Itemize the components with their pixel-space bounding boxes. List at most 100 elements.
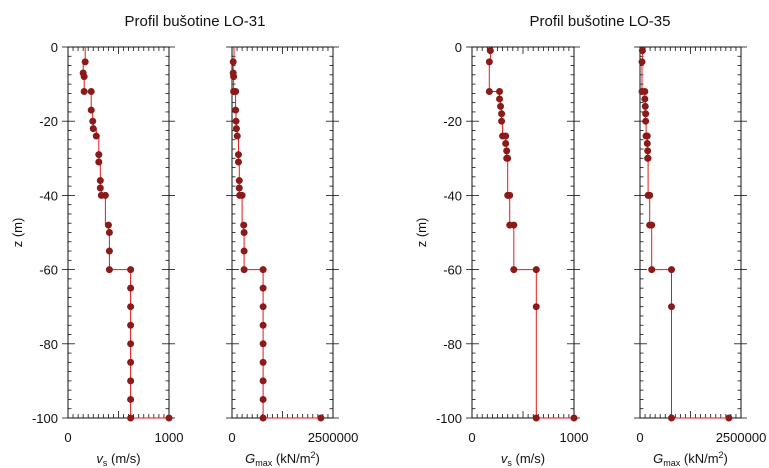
x-axis-label-unit: (m/s): [107, 451, 140, 466]
data-point: [101, 191, 109, 199]
series-line: [641, 47, 729, 419]
data-point: [127, 358, 135, 366]
data-point: [510, 221, 518, 229]
y-tick-label: -60: [39, 263, 58, 278]
x-axis-label-main: v: [501, 451, 509, 466]
x-axis-label-sub: max: [663, 458, 681, 468]
y-axis-label: z (m): [10, 218, 25, 248]
data-point: [644, 147, 652, 155]
y-tick-label: -80: [39, 337, 58, 352]
data-point: [232, 106, 240, 114]
x-axis-label: vs (m/s): [96, 451, 140, 468]
data-point: [668, 303, 676, 311]
data-point: [259, 358, 267, 366]
x-axis-label-sub: s: [507, 458, 512, 468]
data-point: [497, 102, 505, 110]
data-point: [259, 303, 267, 311]
x-axis-label: vs (m/s): [501, 451, 545, 468]
y-tick-label: -100: [32, 411, 58, 426]
x-axis-label-sup: 2: [311, 450, 316, 460]
x-tick-label: 0: [64, 430, 71, 445]
panel-2: 0 -20 -40 -60 -80 -100 z (m) 0 1000 vs (m/s): [414, 40, 588, 468]
chart-title-lo35: Profil bušotine LO-35: [530, 13, 671, 30]
data-point: [89, 117, 97, 125]
data-point: [504, 154, 512, 162]
data-point: [238, 191, 246, 199]
data-point: [105, 247, 113, 255]
data-point: [233, 132, 241, 140]
data-point: [643, 132, 651, 140]
data-point: [496, 95, 504, 103]
data-point: [259, 266, 267, 274]
data-point: [87, 88, 95, 96]
x-tick-label: 0: [468, 430, 475, 445]
data-point: [235, 184, 243, 192]
y-tick-label: -20: [443, 114, 462, 129]
data-point: [502, 139, 510, 147]
data-point: [229, 58, 237, 66]
data-point: [496, 88, 504, 96]
data-point: [317, 414, 325, 422]
data-point: [232, 117, 240, 125]
data-point: [127, 303, 135, 311]
data-point: [668, 414, 676, 422]
data-point: [240, 247, 248, 255]
data-point: [259, 321, 267, 329]
x-axis-label-main: G: [653, 451, 663, 466]
data-point: [127, 321, 135, 329]
data-point: [127, 284, 135, 292]
data-point: [646, 191, 654, 199]
data-point: [127, 414, 135, 422]
data-point: [240, 229, 248, 236]
data-point: [234, 158, 242, 166]
panel-0: 0 -20 -40 -60 -80 -100 z (m) 0 1000 vs (m/s): [10, 40, 183, 468]
y-axis-label: z (m): [414, 218, 429, 248]
data-point: [532, 303, 540, 311]
data-point: [725, 414, 733, 422]
data-point: [532, 266, 540, 274]
data-point: [638, 47, 646, 55]
data-point: [105, 229, 113, 236]
plot-frame: [67, 46, 170, 419]
x-axis-label-unit: (kN/m: [680, 451, 718, 466]
data-point: [127, 395, 135, 403]
data-point: [80, 73, 88, 81]
data-point: [486, 47, 494, 55]
data-point: [570, 414, 578, 422]
y-tick-label: -40: [39, 188, 58, 203]
data-point: [95, 151, 103, 159]
y-tick-label: -80: [443, 337, 462, 352]
panel-1: 0 2500000 Gmax (kN/m2): [226, 46, 358, 468]
x-axis-label-sub: s: [103, 458, 108, 468]
data-point: [87, 106, 95, 114]
data-point: [259, 340, 267, 348]
x-tick-label: 0: [636, 430, 643, 445]
data-point: [234, 151, 242, 159]
data-point: [485, 88, 493, 96]
data-point: [506, 191, 514, 199]
data-point: [259, 284, 267, 292]
plot-frame: [471, 46, 575, 419]
data-point: [638, 58, 646, 66]
x-tick-label: 0: [228, 430, 235, 445]
data-point: [668, 266, 676, 274]
data-point: [232, 125, 240, 133]
x-axis-label-main: v: [96, 451, 104, 466]
x-axis-label: Gmax (kN/m2): [653, 450, 728, 468]
x-axis-label-main: G: [245, 451, 255, 466]
y-tick-label: -20: [39, 114, 58, 129]
x-axis-label-unit: (m/s): [512, 451, 545, 466]
y-tick-label: -100: [436, 411, 462, 426]
data-point: [96, 177, 104, 185]
data-point: [485, 58, 493, 66]
x-axis-label-end: ): [316, 451, 320, 466]
data-point: [127, 377, 135, 385]
data-point: [498, 110, 506, 118]
data-point: [105, 266, 113, 274]
data-point: [96, 184, 104, 192]
data-point: [259, 395, 267, 403]
data-point: [92, 132, 100, 140]
data-point: [644, 154, 652, 162]
